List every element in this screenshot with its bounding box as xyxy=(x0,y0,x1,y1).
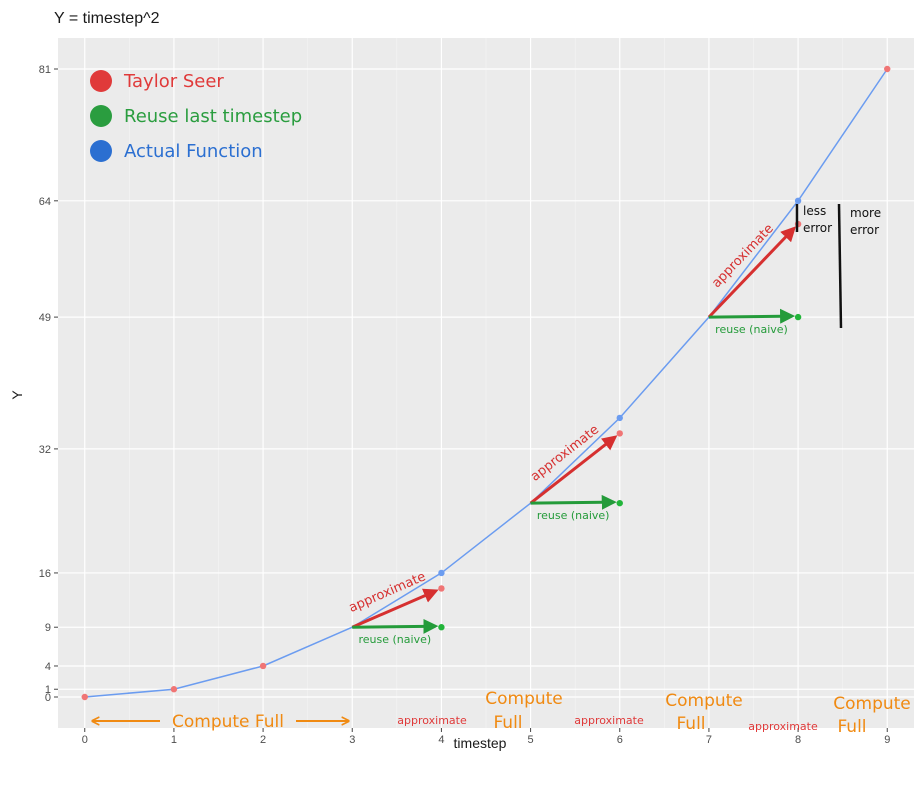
legend: Taylor Seer Reuse last timestep Actual F… xyxy=(90,70,302,162)
series-lines xyxy=(84,68,888,698)
reuse-arrow-label: reuse (naive) xyxy=(537,509,610,522)
taylor-seer-point xyxy=(616,430,623,437)
actual-function-line xyxy=(84,68,888,698)
chart-title: Y = timestep^2 xyxy=(54,10,160,27)
legend-marker-actual xyxy=(90,140,112,162)
y-tick-label: 1 xyxy=(45,684,51,696)
reuse-arrow xyxy=(708,308,796,324)
full-label-9: Full xyxy=(837,717,866,737)
approximate-arrow xyxy=(351,588,439,629)
x-tick-label: 1 xyxy=(171,734,177,746)
y-tick-label: 9 xyxy=(45,622,51,634)
full-label-5: Full xyxy=(493,713,522,733)
legend-label-actual: Actual Function xyxy=(124,141,263,162)
taylor-seer-point xyxy=(259,662,267,670)
actual-function-point xyxy=(794,197,802,205)
reuse-point xyxy=(616,499,623,507)
y-tick-label: 16 xyxy=(39,568,51,580)
y-tick-label: 0 xyxy=(45,692,51,704)
compute-label-9: Compute xyxy=(833,694,911,714)
compute-label-5: Compute xyxy=(485,689,563,709)
compute-full-label: Compute Full xyxy=(172,712,284,732)
more-label: more xyxy=(850,206,881,220)
y-tick-label: 4 xyxy=(45,661,51,673)
schedule-annotations: Compute Full approximate Compute Full ap… xyxy=(93,689,911,737)
compute-label-7: Compute xyxy=(665,691,743,711)
reuse-arrow-label: reuse (naive) xyxy=(359,633,432,646)
legend-label-taylor: Taylor Seer xyxy=(123,71,224,92)
x-tick-label: 7 xyxy=(706,734,712,746)
approx-label-2: approximate xyxy=(574,714,644,727)
y-tick-label: 64 xyxy=(39,196,51,208)
x-axis-label: timestep xyxy=(454,735,507,751)
data-points xyxy=(81,65,891,701)
more-error-label: error xyxy=(850,223,879,237)
x-tick-label: 2 xyxy=(260,734,266,746)
less-error-label: error xyxy=(803,221,832,235)
approximate-arrow xyxy=(707,226,797,319)
reuse-arrow xyxy=(352,618,439,634)
legend-marker-reuse xyxy=(90,105,112,127)
taylor-seer-point xyxy=(884,65,891,73)
x-tick-label: 4 xyxy=(438,734,444,746)
reuse-point xyxy=(438,624,445,631)
legend-label-reuse: Reuse last timestep xyxy=(124,106,302,127)
full-label-7: Full xyxy=(676,714,705,734)
reuse-point xyxy=(794,313,802,321)
actual-function-point xyxy=(616,414,623,422)
taylor-seer-point xyxy=(170,686,178,693)
x-tick-label: 5 xyxy=(528,734,534,746)
approximate-arrow xyxy=(529,435,618,505)
less-label: less xyxy=(803,204,826,218)
taylor-seer-point xyxy=(81,693,88,701)
y-tick-label: 81 xyxy=(39,64,51,76)
taylor-seer-point xyxy=(438,585,445,592)
x-tick-label: 3 xyxy=(349,734,355,746)
approx-label-3: approximate xyxy=(748,720,818,733)
y-tick-label: 32 xyxy=(39,444,51,456)
more-error-bar xyxy=(837,203,843,329)
x-tick-label: 8 xyxy=(795,734,801,746)
error-annotation: less error more error xyxy=(795,203,881,329)
y-axis-label: Y xyxy=(9,390,25,400)
reuse-arrow xyxy=(530,494,617,510)
approx-label-1: approximate xyxy=(397,714,467,727)
actual-function-point xyxy=(438,569,445,577)
reuse-arrow-label: reuse (naive) xyxy=(715,323,788,336)
legend-marker-taylor xyxy=(90,70,112,92)
x-tick-label: 9 xyxy=(884,734,890,746)
x-tick-label: 6 xyxy=(617,734,623,746)
x-tick-label: 0 xyxy=(82,734,88,746)
y-tick-label: 49 xyxy=(39,312,51,324)
